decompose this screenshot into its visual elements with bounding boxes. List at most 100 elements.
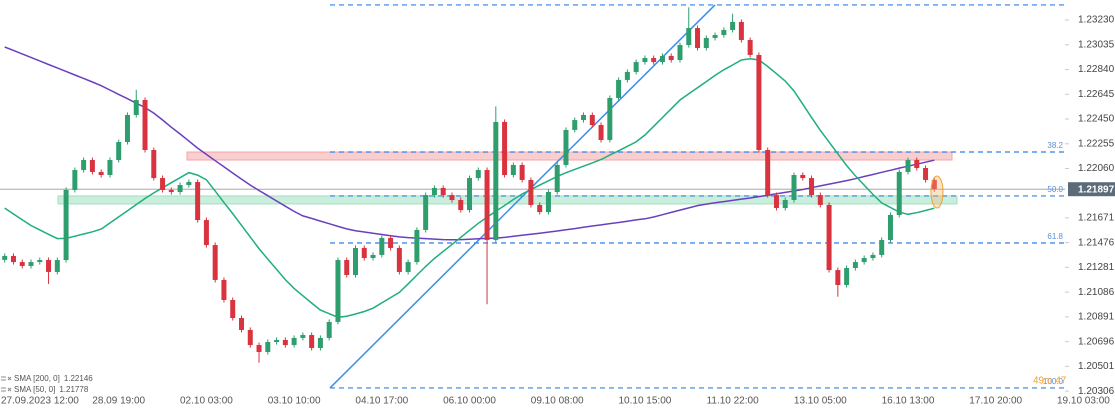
- candle-body: [914, 160, 920, 169]
- candle-body: [458, 199, 464, 211]
- candle-body: [54, 260, 60, 272]
- candle-body: [659, 55, 665, 63]
- candle-body: [361, 247, 367, 258]
- x-tick-label: 13.10 05:00: [794, 396, 847, 407]
- candle-body: [396, 247, 402, 272]
- candle-body: [124, 114, 130, 143]
- x-tick-label: 28.09 19:00: [92, 396, 145, 407]
- trendline: [329, 4, 716, 389]
- candle-body: [887, 214, 893, 240]
- candle-body: [212, 245, 218, 280]
- legend-close: [7, 376, 12, 381]
- candle-body: [642, 57, 648, 63]
- legend-name: SMA [200, 0]: [14, 374, 60, 383]
- candle-body: [510, 164, 516, 175]
- candle-body: [265, 342, 271, 353]
- candle-body: [2, 255, 8, 260]
- y-tick-label: 1.22645: [1078, 89, 1115, 100]
- candle-body: [326, 321, 332, 338]
- legend-value: 1.21778: [59, 385, 88, 394]
- candle-body: [738, 21, 744, 40]
- x-tick-label: 27.09.2023 12:00: [1, 396, 79, 407]
- x-tick-label: 04.10 17:00: [355, 396, 408, 407]
- candle-body: [677, 45, 683, 61]
- candle-body: [72, 170, 78, 190]
- candle-body: [581, 114, 587, 121]
- legend-name: SMA [50, 0]: [14, 385, 55, 394]
- candle-body: [493, 121, 499, 240]
- candle-body: [256, 345, 262, 353]
- candle-body: [247, 329, 253, 346]
- candle-body: [467, 178, 473, 211]
- candle-body: [353, 247, 358, 275]
- candle-body: [449, 195, 455, 200]
- x-tick-label: 17.10 20:00: [969, 396, 1022, 407]
- candle-body: [923, 168, 929, 180]
- candle-body: [116, 142, 122, 161]
- candle-body: [10, 255, 16, 263]
- candle-body: [309, 335, 315, 348]
- candle-body: [747, 39, 753, 55]
- x-tick-label: 19.10 03:00: [1057, 396, 1110, 407]
- candle-body: [537, 204, 543, 213]
- candle-body: [896, 171, 902, 215]
- candle-body: [852, 262, 858, 269]
- candle-body: [19, 262, 25, 266]
- x-tick-label: 03.10 10:00: [268, 396, 321, 407]
- x-tick-label: 09.10 08:00: [531, 396, 584, 407]
- candle-body: [668, 55, 674, 61]
- candle-body: [379, 237, 385, 255]
- candle-body: [931, 179, 937, 190]
- candle-body: [756, 54, 762, 150]
- candle-body: [475, 170, 481, 179]
- candle-body: [791, 174, 797, 200]
- candle-body: [282, 339, 288, 346]
- y-tick-label: 1.23035: [1078, 39, 1115, 50]
- y-tick-label: 1.22840: [1078, 64, 1115, 75]
- candle-body: [905, 160, 911, 172]
- candle-body: [861, 257, 867, 263]
- candle-body: [651, 57, 657, 63]
- y-tick-label: 1.20696: [1078, 336, 1115, 347]
- candle-body: [431, 187, 437, 196]
- candle-body: [46, 260, 52, 272]
- x-tick-label: 06.10 00:00: [443, 396, 496, 407]
- candle-body: [317, 337, 323, 348]
- candle-body: [730, 21, 736, 30]
- candle-body: [344, 260, 350, 275]
- candle-body: [151, 149, 157, 179]
- y-tick-label: 1.22450: [1078, 114, 1115, 125]
- candle-body: [63, 189, 69, 261]
- candle-body: [765, 149, 771, 196]
- y-tick-label: 1.22060: [1078, 163, 1115, 174]
- y-tick-label: 1.20891: [1078, 312, 1115, 323]
- candle-body: [835, 270, 841, 286]
- candle-body: [274, 339, 280, 343]
- candle-body: [817, 195, 823, 205]
- y-tick-label: 1.20306: [1078, 386, 1115, 397]
- candle-body: [203, 220, 209, 246]
- candle-body: [142, 99, 148, 150]
- level-label: 38.2: [1047, 141, 1063, 150]
- candle-body: [221, 279, 227, 300]
- candle-body: [598, 124, 604, 140]
- candle-body: [89, 160, 95, 172]
- candle-body: [686, 28, 692, 46]
- candle-body: [300, 335, 306, 338]
- y-tick-label: 1.21476: [1078, 237, 1115, 248]
- candle-body: [168, 189, 174, 193]
- y-tick-label: 1.20501: [1078, 361, 1115, 372]
- y-tick-label: 1.21086: [1078, 287, 1115, 298]
- candle-body: [519, 164, 525, 180]
- candle-body: [879, 239, 885, 255]
- candle-body: [177, 185, 183, 193]
- candle-body: [238, 318, 244, 330]
- x-tick-label: 10.10 15:00: [618, 396, 671, 407]
- candle-body: [230, 299, 236, 319]
- candle-body: [388, 237, 394, 248]
- price-box: [1068, 182, 1115, 197]
- candle-body: [624, 71, 630, 80]
- candle-body: [616, 79, 622, 98]
- candle-body: [160, 178, 166, 190]
- level-label: 100.0: [1043, 377, 1064, 386]
